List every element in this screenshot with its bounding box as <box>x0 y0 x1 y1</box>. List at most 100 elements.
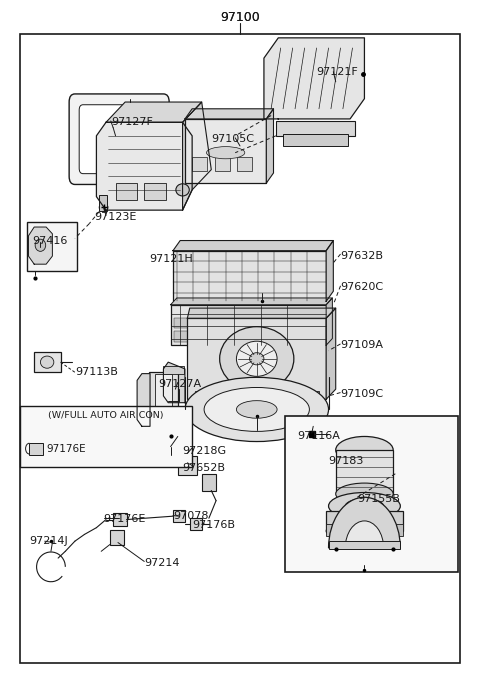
Ellipse shape <box>220 327 294 391</box>
Text: 97176E: 97176E <box>47 443 86 454</box>
Bar <box>170 305 326 345</box>
Bar <box>310 391 319 399</box>
Ellipse shape <box>182 453 192 460</box>
Text: 97652B: 97652B <box>182 463 226 473</box>
Bar <box>174 318 199 328</box>
Bar <box>20 406 192 467</box>
Ellipse shape <box>99 203 108 211</box>
Text: 97632B: 97632B <box>340 251 384 261</box>
Text: 97620C: 97620C <box>340 282 384 292</box>
Bar <box>265 318 290 328</box>
Bar <box>215 158 230 171</box>
Bar <box>326 510 403 531</box>
Wedge shape <box>328 498 400 548</box>
Wedge shape <box>345 521 384 548</box>
Bar <box>113 512 127 526</box>
Bar <box>34 352 60 372</box>
Bar <box>328 541 400 549</box>
Bar <box>233 391 242 399</box>
Bar <box>152 429 161 440</box>
Text: 97127F: 97127F <box>111 117 153 127</box>
Bar <box>202 474 216 491</box>
Polygon shape <box>106 102 202 123</box>
Ellipse shape <box>176 183 189 196</box>
Ellipse shape <box>237 341 277 376</box>
Text: 97100: 97100 <box>220 11 260 24</box>
Ellipse shape <box>328 493 400 519</box>
Bar <box>27 222 77 271</box>
Bar <box>99 195 107 211</box>
Bar <box>185 119 266 183</box>
Bar <box>155 374 172 428</box>
FancyBboxPatch shape <box>79 105 159 174</box>
Text: 97127A: 97127A <box>158 379 202 389</box>
Polygon shape <box>173 240 333 250</box>
Bar <box>265 331 290 342</box>
Text: 97078: 97078 <box>173 510 208 521</box>
Ellipse shape <box>336 437 393 464</box>
Bar <box>187 318 326 399</box>
Polygon shape <box>170 298 332 305</box>
Text: 97113B: 97113B <box>75 368 118 377</box>
Bar <box>144 183 166 200</box>
Text: 97116A: 97116A <box>298 431 340 441</box>
Text: 97416: 97416 <box>32 236 67 246</box>
Polygon shape <box>28 227 52 264</box>
Polygon shape <box>182 102 211 210</box>
Bar <box>192 158 207 171</box>
Polygon shape <box>264 38 364 119</box>
Bar <box>173 250 326 301</box>
Polygon shape <box>163 362 185 403</box>
Text: 97214: 97214 <box>144 558 180 568</box>
Text: 97176E: 97176E <box>104 514 146 524</box>
Bar <box>237 158 252 171</box>
Bar <box>283 134 348 146</box>
Bar <box>29 443 43 455</box>
Ellipse shape <box>204 387 310 431</box>
Ellipse shape <box>35 239 46 251</box>
Polygon shape <box>326 240 333 301</box>
Ellipse shape <box>250 353 264 365</box>
Bar <box>116 183 137 200</box>
Bar <box>190 518 202 530</box>
Text: 97105C: 97105C <box>211 134 254 144</box>
Text: 97183: 97183 <box>328 456 364 466</box>
Bar <box>149 372 178 430</box>
Bar <box>204 318 229 328</box>
Polygon shape <box>96 123 192 210</box>
Text: 97214J: 97214J <box>29 536 68 546</box>
Ellipse shape <box>345 499 384 513</box>
Text: 97109A: 97109A <box>340 341 384 350</box>
Polygon shape <box>266 109 274 183</box>
Polygon shape <box>185 109 274 119</box>
Text: 97121F: 97121F <box>317 66 359 77</box>
Bar <box>194 391 204 399</box>
Text: 97100: 97100 <box>220 11 260 24</box>
Polygon shape <box>326 308 336 399</box>
FancyBboxPatch shape <box>69 94 169 184</box>
Bar <box>393 524 403 536</box>
Bar <box>178 456 197 475</box>
Ellipse shape <box>185 377 328 441</box>
Ellipse shape <box>206 147 245 159</box>
Ellipse shape <box>237 401 277 418</box>
Bar <box>167 454 176 462</box>
Bar <box>326 524 336 536</box>
Text: 97121H: 97121H <box>149 254 193 264</box>
Bar <box>174 331 199 342</box>
Polygon shape <box>326 298 332 345</box>
Bar <box>276 121 355 136</box>
Bar <box>336 450 393 494</box>
Bar <box>204 331 229 342</box>
Text: 97109C: 97109C <box>340 389 384 399</box>
Bar <box>110 529 124 544</box>
Bar <box>286 416 458 571</box>
Ellipse shape <box>326 521 403 540</box>
Polygon shape <box>187 308 336 318</box>
Bar <box>163 366 183 374</box>
Ellipse shape <box>40 356 54 368</box>
Text: 97218G: 97218G <box>182 445 227 456</box>
Polygon shape <box>137 374 150 427</box>
Text: 97155B: 97155B <box>357 494 400 504</box>
Text: 97123E: 97123E <box>94 212 136 222</box>
